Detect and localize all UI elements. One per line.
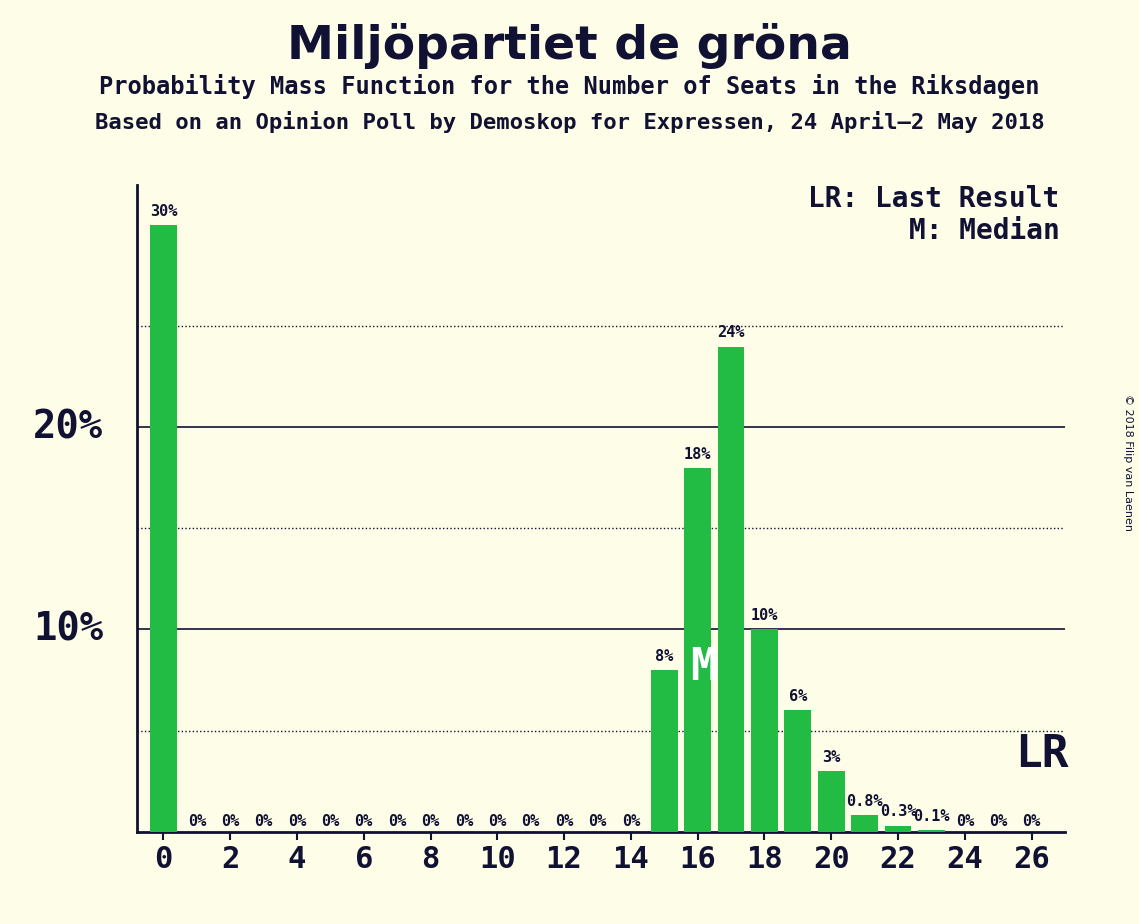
Text: 0.1%: 0.1% [913, 808, 950, 823]
Bar [851, 816, 878, 832]
Text: 10%: 10% [33, 611, 104, 649]
Text: 10%: 10% [751, 608, 778, 624]
Text: 0%: 0% [622, 813, 640, 829]
Bar [150, 225, 177, 832]
Text: 3%: 3% [822, 750, 841, 765]
Bar [685, 468, 711, 832]
Text: 8%: 8% [655, 649, 673, 663]
Text: Miljöpartiet de gröna: Miljöpartiet de gröna [287, 23, 852, 69]
Text: LR: Last Result: LR: Last Result [808, 185, 1059, 213]
Text: 0%: 0% [421, 813, 440, 829]
Text: 0%: 0% [354, 813, 372, 829]
Text: 0%: 0% [288, 813, 306, 829]
Text: 24%: 24% [718, 325, 745, 340]
Bar [751, 629, 778, 832]
Text: 0%: 0% [454, 813, 473, 829]
Text: 20%: 20% [33, 408, 104, 446]
Text: 0%: 0% [989, 813, 1007, 829]
Text: M: M [690, 647, 718, 689]
Text: Based on an Opinion Poll by Demoskop for Expressen, 24 April–2 May 2018: Based on an Opinion Poll by Demoskop for… [95, 111, 1044, 133]
Text: 0%: 0% [555, 813, 573, 829]
Text: 30%: 30% [149, 204, 177, 219]
Text: 18%: 18% [685, 446, 712, 462]
Text: M: Median: M: Median [909, 217, 1059, 245]
Text: 0%: 0% [321, 813, 339, 829]
Text: 0%: 0% [589, 813, 607, 829]
Text: 0%: 0% [956, 813, 974, 829]
Bar [918, 830, 944, 832]
Text: 0%: 0% [489, 813, 507, 829]
Text: 0%: 0% [388, 813, 407, 829]
Text: 0%: 0% [1023, 813, 1041, 829]
Text: 0.8%: 0.8% [846, 795, 883, 809]
Text: © 2018 Filip van Laenen: © 2018 Filip van Laenen [1123, 394, 1132, 530]
Text: 0%: 0% [221, 813, 239, 829]
Bar [785, 711, 811, 832]
Text: 0.3%: 0.3% [879, 805, 916, 820]
Text: 6%: 6% [788, 689, 806, 704]
Text: 0%: 0% [522, 813, 540, 829]
Text: LR: LR [1015, 734, 1068, 776]
Bar [818, 771, 845, 832]
Bar [885, 825, 911, 832]
Bar [650, 670, 678, 832]
Text: 0%: 0% [254, 813, 272, 829]
Bar [718, 346, 745, 832]
Text: 0%: 0% [188, 813, 206, 829]
Text: Probability Mass Function for the Number of Seats in the Riksdagen: Probability Mass Function for the Number… [99, 74, 1040, 99]
